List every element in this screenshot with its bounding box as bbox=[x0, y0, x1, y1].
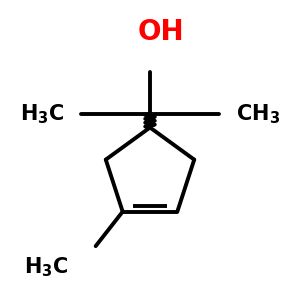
Text: $\mathbf{H_3C}$: $\mathbf{H_3C}$ bbox=[24, 255, 69, 279]
Text: OH: OH bbox=[137, 17, 184, 46]
Text: $\mathbf{H_3C}$: $\mathbf{H_3C}$ bbox=[20, 102, 64, 126]
Text: $\mathbf{CH_3}$: $\mathbf{CH_3}$ bbox=[236, 102, 280, 126]
